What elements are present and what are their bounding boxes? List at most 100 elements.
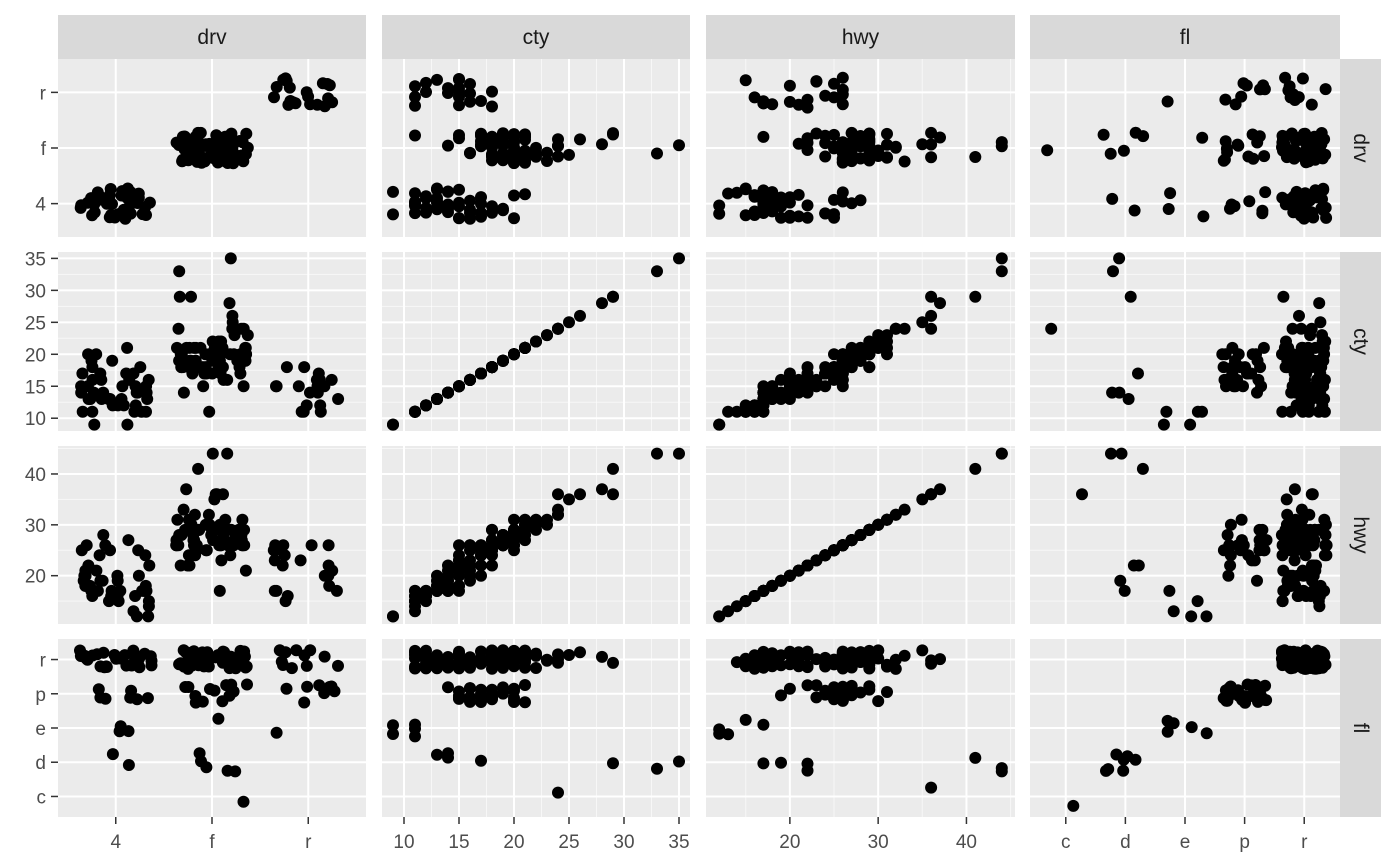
data-point xyxy=(836,380,849,393)
data-point xyxy=(783,79,796,92)
data-point xyxy=(464,373,476,386)
data-point xyxy=(318,687,331,700)
data-point xyxy=(1281,579,1294,592)
data-point xyxy=(280,361,293,374)
data-point xyxy=(1317,184,1330,196)
data-point xyxy=(1318,348,1331,361)
data-point xyxy=(801,199,814,212)
data-point xyxy=(934,297,946,310)
data-point xyxy=(934,131,946,144)
data-point xyxy=(497,529,509,541)
data-point xyxy=(203,348,216,361)
data-point xyxy=(552,508,564,521)
data-point xyxy=(97,646,110,659)
data-point xyxy=(140,386,153,399)
data-point xyxy=(607,462,619,475)
data-point xyxy=(121,191,134,204)
strip-background xyxy=(1340,446,1381,624)
data-point xyxy=(748,405,761,418)
data-point xyxy=(138,584,151,597)
data-point xyxy=(863,145,876,158)
data-point xyxy=(801,373,814,386)
data-point xyxy=(223,297,236,310)
data-point xyxy=(1297,584,1310,597)
y-tick-label: r xyxy=(40,651,47,672)
data-point xyxy=(607,656,619,669)
row-strip-cty: cty xyxy=(1340,252,1381,431)
data-point xyxy=(607,757,619,770)
data-point xyxy=(872,329,885,342)
data-point xyxy=(766,98,779,111)
data-point xyxy=(1124,290,1137,303)
panel-cty-vs-hwy xyxy=(706,252,1015,431)
data-point xyxy=(530,335,542,348)
row-strip-label: fl xyxy=(1349,723,1372,734)
data-point xyxy=(1238,690,1251,703)
data-point xyxy=(995,765,1008,778)
data-point xyxy=(828,128,840,141)
x-axis-drv: 4 f r xyxy=(110,817,312,853)
x-axis-cty: 10 15 20 25 30 35 xyxy=(393,817,690,853)
panel-cty-vs-fl xyxy=(1030,252,1340,431)
data-point xyxy=(322,559,335,572)
data-point xyxy=(881,513,893,526)
data-point xyxy=(76,367,89,380)
data-point xyxy=(103,189,116,201)
data-point xyxy=(541,146,553,159)
data-point xyxy=(210,129,223,142)
data-point xyxy=(475,569,487,582)
data-point xyxy=(175,529,188,541)
data-point xyxy=(530,148,542,160)
data-point xyxy=(722,605,735,618)
data-point xyxy=(1118,584,1131,597)
row-strip-label: cty xyxy=(1349,328,1372,355)
data-point xyxy=(1308,354,1321,367)
data-point xyxy=(508,212,520,225)
data-point xyxy=(283,81,296,94)
data-point xyxy=(475,210,487,223)
data-point xyxy=(409,590,421,602)
data-point xyxy=(766,380,779,393)
data-point xyxy=(1184,418,1197,431)
data-point xyxy=(836,146,849,159)
data-point xyxy=(810,554,823,567)
data-point xyxy=(1276,539,1289,552)
data-point xyxy=(223,662,236,675)
data-point xyxy=(442,747,454,760)
data-point xyxy=(409,405,421,418)
data-point xyxy=(311,386,324,399)
data-point xyxy=(801,211,814,224)
data-point xyxy=(673,252,685,265)
data-point xyxy=(925,657,938,670)
data-point xyxy=(497,649,509,662)
data-point xyxy=(453,73,465,85)
column-strip-label: cty xyxy=(523,26,550,49)
data-point xyxy=(129,590,142,602)
panel-hwy-vs-cty xyxy=(382,446,690,624)
data-point xyxy=(854,152,867,165)
data-point xyxy=(739,713,752,726)
data-point xyxy=(409,197,421,210)
data-point xyxy=(192,150,205,163)
data-point xyxy=(86,405,99,418)
data-point xyxy=(298,361,311,374)
data-point xyxy=(552,488,564,501)
data-point xyxy=(420,86,432,98)
data-point xyxy=(142,610,155,623)
data-point xyxy=(739,182,752,195)
y-tick-label: p xyxy=(35,685,46,706)
data-point xyxy=(111,569,124,582)
data-point xyxy=(304,644,317,657)
data-point xyxy=(268,584,281,597)
data-point xyxy=(442,564,454,577)
data-point xyxy=(497,154,509,167)
data-point xyxy=(278,549,291,562)
data-point xyxy=(200,544,213,557)
data-point xyxy=(530,647,542,660)
data-point xyxy=(1097,128,1110,141)
data-point xyxy=(783,196,796,209)
data-point xyxy=(172,322,185,335)
data-point xyxy=(1297,133,1309,146)
data-point xyxy=(1122,393,1135,405)
data-point xyxy=(1106,192,1119,205)
